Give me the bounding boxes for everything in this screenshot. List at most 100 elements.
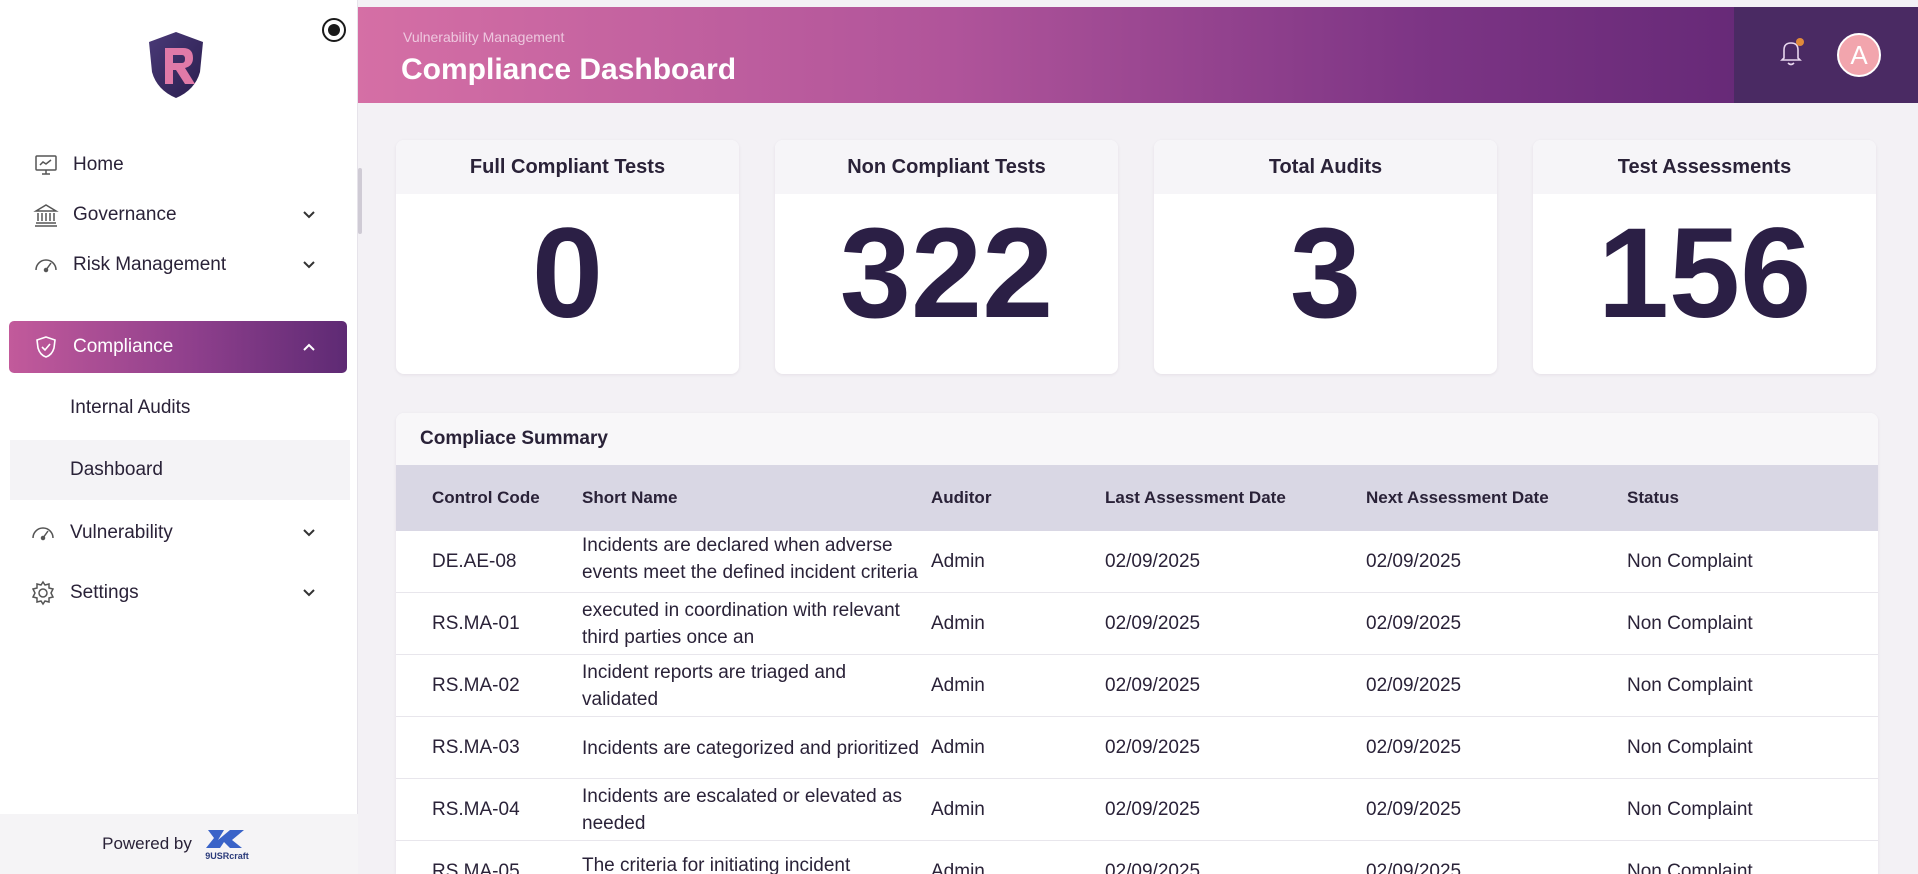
sidebar-item-vulnerability[interactable]: Vulnerability — [9, 507, 347, 559]
sidebar: Home Governance Risk Management Complian… — [0, 0, 358, 874]
stat-label: Test Assessments — [1533, 140, 1876, 194]
cell-short-name-text: The criteria for initiating incident — [582, 854, 851, 874]
sidebar-subitem-label: Dashboard — [70, 459, 163, 480]
cell-short-name-text: Incidents are categorized and prioritize… — [582, 737, 919, 759]
cell-short-name-text: Incident reports are triaged and validat… — [582, 662, 847, 710]
column-header[interactable]: Control Code — [432, 488, 540, 507]
sidebar-item-label: Settings — [70, 582, 139, 603]
gauge-icon — [35, 259, 57, 273]
sidebar-item-label: Vulnerability — [70, 522, 173, 543]
stat-label: Full Compliant Tests — [396, 140, 739, 194]
cell-auditor: Admin — [931, 799, 985, 820]
table-row[interactable]: RS.MA-03 Incidents are categorized and p… — [396, 717, 1878, 779]
cell-short-name: The criteria for initiating incident — [582, 841, 922, 874]
cell-control-code: RS.MA-04 — [432, 799, 520, 820]
cell-status: Non Complaint — [1627, 613, 1753, 634]
brand-logo: 9USRcraft — [205, 830, 249, 861]
bell-icon — [1780, 42, 1802, 66]
stat-card-non-compliant: Non Compliant Tests 322 — [775, 140, 1118, 374]
stat-value: 156 — [1597, 202, 1812, 345]
column-header[interactable]: Status — [1627, 488, 1679, 507]
sidebar-subitem-label: Internal Audits — [70, 397, 191, 418]
stat-card-total-audits: Total Audits 3 — [1154, 140, 1497, 374]
shield-check-icon — [36, 336, 56, 358]
table-row[interactable]: RS.MA-05 The criteria for initiating inc… — [396, 841, 1878, 874]
column-header[interactable]: Short Name — [582, 488, 678, 507]
cell-short-name-text: executed in coordination with relevant t… — [582, 600, 900, 648]
cell-control-code: RS.MA-03 — [432, 737, 520, 758]
column-header[interactable]: Last Assessment Date — [1105, 488, 1286, 507]
cell-control-code: RS.MA-01 — [432, 613, 520, 634]
sidebar-item-home[interactable]: Home — [9, 139, 347, 191]
chevron-down-icon — [303, 211, 315, 219]
bank-icon — [33, 204, 59, 227]
table-title: Compliace Summary — [396, 413, 1878, 465]
stat-label: Total Audits — [1154, 140, 1497, 194]
cell-status: Non Complaint — [1627, 737, 1753, 758]
cell-next-date: 02/09/2025 — [1366, 861, 1462, 874]
sidebar-toggle-button[interactable] — [322, 18, 346, 42]
gear-icon — [31, 580, 55, 606]
stat-value: 3 — [1289, 202, 1362, 345]
stat-card-full-compliant: Full Compliant Tests 0 — [396, 140, 739, 374]
table-row[interactable]: RS.MA-02 Incident reports are triaged an… — [396, 655, 1878, 717]
cell-auditor: Admin — [931, 861, 985, 874]
cell-control-code: RS.MA-05 — [432, 861, 520, 874]
cell-control-code: RS.MA-02 — [432, 675, 520, 696]
table-row[interactable]: DE.AE-08 Incidents are declared when adv… — [396, 531, 1878, 593]
table-header: Control Code Short Name Auditor Last Ass… — [396, 465, 1878, 531]
cell-next-date: 02/09/2025 — [1366, 551, 1462, 572]
chevron-down-icon — [303, 589, 315, 597]
chevron-up-icon — [303, 343, 315, 351]
sidebar-item-governance[interactable]: Governance — [9, 189, 347, 241]
notifications-button[interactable] — [1774, 35, 1808, 69]
cell-short-name: Incidents are categorized and prioritize… — [582, 717, 922, 778]
cell-control-code: DE.AE-08 — [432, 551, 517, 572]
sidebar-item-compliance[interactable]: Compliance — [9, 321, 347, 373]
sidebar-item-settings[interactable]: Settings — [9, 567, 347, 619]
sidebar-item-risk-management[interactable]: Risk Management — [9, 239, 347, 291]
table-row[interactable]: RS.MA-01 executed in coordination with r… — [396, 593, 1878, 655]
user-avatar[interactable]: A — [1837, 33, 1881, 77]
cell-auditor: Admin — [931, 675, 985, 696]
cell-short-name: Incident reports are triaged and validat… — [582, 655, 922, 716]
cell-short-name: Incidents are declared when adverse even… — [582, 531, 922, 592]
cell-auditor: Admin — [931, 737, 985, 758]
notification-badge — [1796, 38, 1804, 46]
stat-value: 322 — [839, 202, 1054, 345]
cell-last-date: 02/09/2025 — [1105, 861, 1201, 874]
powered-by-label: Powered by — [102, 834, 192, 853]
sidebar-subitem-internal-audits[interactable]: Internal Audits — [10, 378, 350, 438]
cell-auditor: Admin — [931, 613, 985, 634]
column-header[interactable]: Next Assessment Date — [1366, 488, 1549, 507]
cell-next-date: 02/09/2025 — [1366, 737, 1462, 758]
cell-short-name-text: Incidents are declared when adverse even… — [582, 535, 918, 583]
sidebar-subitem-dashboard[interactable]: Dashboard — [10, 440, 350, 500]
cell-last-date: 02/09/2025 — [1105, 799, 1201, 820]
column-header[interactable]: Auditor — [931, 488, 992, 507]
cell-status: Non Complaint — [1627, 799, 1753, 820]
table-row[interactable]: RS.MA-04 Incidents are escalated or elev… — [396, 779, 1878, 841]
stat-card-test-assessments: Test Assessments 156 — [1533, 140, 1876, 374]
page-header: Vulnerability Management Compliance Dash… — [358, 7, 1918, 103]
cell-next-date: 02/09/2025 — [1366, 675, 1462, 696]
sidebar-scrollbar[interactable] — [358, 168, 362, 234]
header-actions-panel — [1734, 7, 1918, 103]
cell-last-date: 02/09/2025 — [1105, 613, 1201, 634]
stat-label: Non Compliant Tests — [775, 140, 1118, 194]
cell-next-date: 02/09/2025 — [1366, 799, 1462, 820]
monitor-icon — [35, 155, 57, 175]
stat-value: 0 — [531, 202, 604, 345]
cell-last-date: 02/09/2025 — [1105, 675, 1201, 696]
breadcrumb: Vulnerability Management — [403, 29, 565, 45]
compliance-summary-table: Compliace Summary Control Code Short Nam… — [396, 413, 1878, 874]
cell-next-date: 02/09/2025 — [1366, 613, 1462, 634]
app-logo — [149, 32, 203, 98]
sidebar-item-label: Governance — [73, 204, 177, 225]
sidebar-item-label: Compliance — [73, 336, 174, 357]
cell-status: Non Complaint — [1627, 861, 1753, 874]
cell-short-name: executed in coordination with relevant t… — [582, 593, 922, 654]
sidebar-item-label: Home — [73, 154, 124, 175]
page-title: Compliance Dashboard — [401, 53, 737, 86]
cell-last-date: 02/09/2025 — [1105, 551, 1201, 572]
